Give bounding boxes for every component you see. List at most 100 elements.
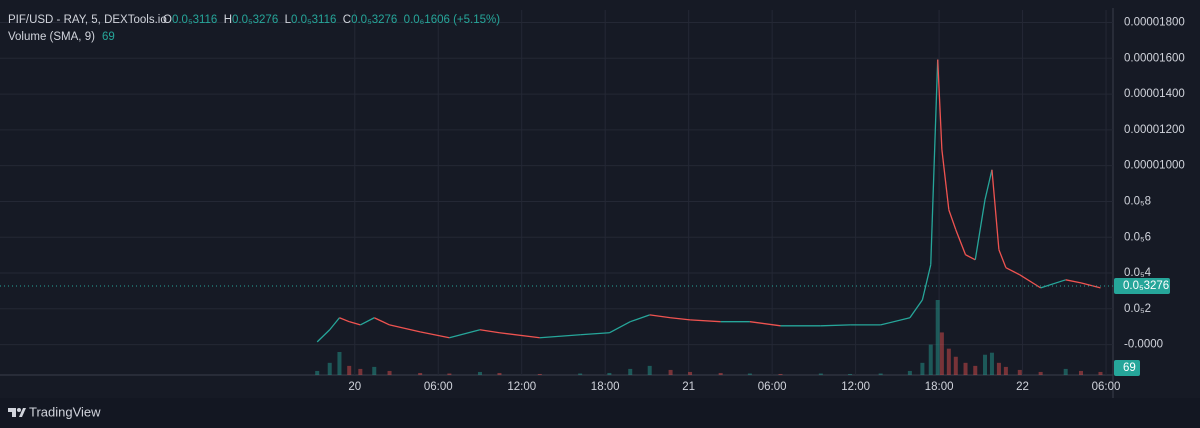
volume-bar [477, 371, 482, 375]
price-segment [820, 324, 851, 327]
volume-bar [315, 370, 320, 375]
price-segment [690, 319, 721, 323]
volume-bar [935, 300, 940, 375]
ohlc-key: C [343, 14, 351, 26]
volume-bar [607, 372, 612, 375]
volume-bar [497, 372, 502, 375]
price-segment [373, 317, 390, 326]
x-tick-label: 06:00 [1092, 381, 1121, 393]
y-tick-label: 0.00001600 [1124, 52, 1185, 64]
y-tick-label: 0.0₅2 [1124, 303, 1151, 315]
volume-bar [372, 366, 377, 375]
labels: O0.0₅3116 H0.0₅3276 L0.0₅3116 C0.0₅3276 … [163, 14, 1185, 393]
price-segment [948, 209, 957, 230]
volume-bar [1038, 371, 1043, 375]
volume-bar [907, 370, 912, 375]
x-tick-label: 06:00 [424, 381, 453, 393]
ohlc-value: 0.0₅3276 [232, 14, 278, 26]
volume-bar [989, 352, 994, 375]
volume-bar [578, 373, 583, 375]
y-tick-label: 0.0₅8 [1124, 195, 1151, 207]
x-tick-label: 18:00 [925, 381, 954, 393]
x-tick-label: 22 [1016, 381, 1029, 393]
y-tick-label: 0.00001200 [1124, 124, 1185, 136]
volume-bar [1098, 371, 1103, 375]
volume-bar [973, 365, 978, 375]
price-segment [479, 329, 500, 334]
volume-bar [1079, 370, 1084, 375]
volume-bar [628, 368, 633, 375]
tv-logo [8, 408, 26, 417]
volume-bar [939, 332, 944, 375]
volume-bar [920, 362, 925, 375]
ohlc-key: L [285, 14, 292, 26]
price-segment [360, 317, 375, 326]
price-segment [749, 321, 781, 327]
price-segment [389, 324, 421, 333]
y-tick-label: 0.0₅4 [1124, 267, 1152, 279]
price-line [0, 59, 1113, 343]
grid [0, 10, 1113, 375]
volume-bar [848, 373, 853, 375]
x-tick-label: 06:00 [758, 381, 787, 393]
price-segment [1019, 274, 1041, 289]
volume-bar [946, 348, 951, 375]
price-segment [316, 329, 331, 343]
volume-bar [1017, 369, 1022, 375]
price-segment [649, 314, 671, 319]
price-segment [880, 317, 911, 326]
price-segment [909, 299, 923, 319]
price-segment [339, 317, 350, 323]
price-segment [580, 332, 610, 336]
price-segment [349, 321, 361, 326]
ohlc-value: 0.0₅3276 [351, 14, 397, 26]
price-segment [1080, 282, 1101, 289]
volume-bar [668, 369, 673, 375]
volume-tag [1114, 360, 1140, 377]
footer-bar [0, 398, 1200, 428]
price-segment [499, 332, 540, 339]
volume-bar [347, 365, 352, 375]
price-segment [991, 169, 1000, 250]
price-segment [1065, 279, 1082, 284]
price-segment [965, 254, 976, 261]
volume-bar [928, 344, 933, 375]
volume-value: 69 [102, 31, 115, 43]
last-price-label: 0.0₅3276 [1123, 280, 1169, 292]
volume-bar [418, 372, 423, 375]
brand: TradingView [29, 404, 101, 419]
change: 0.0₆1606 (+5.15%) [404, 14, 501, 26]
ohlc-value: 0.0₅3116 [172, 14, 217, 26]
volume-bar [953, 356, 958, 375]
price-segment [449, 329, 481, 339]
y-tick-label: -0.0000 [1124, 339, 1163, 351]
volume-bar [688, 371, 693, 375]
last-price-tag [1114, 277, 1170, 294]
volume-bar [387, 370, 392, 375]
volume-bar [1063, 368, 1068, 375]
ohlc-key: H [224, 14, 232, 26]
volume-bar [537, 373, 542, 375]
ohlc-key: O [163, 14, 172, 26]
volume-bar [358, 368, 363, 375]
y-tick-label: 0.00001000 [1124, 160, 1185, 172]
price-segment [984, 169, 993, 200]
x-tick-label: 20 [348, 381, 361, 393]
price-segment [955, 229, 967, 256]
x-tick-label: 21 [682, 381, 695, 393]
volume [315, 300, 1103, 375]
x-tick-label: 12:00 [507, 381, 536, 393]
x-tick-label: 18:00 [591, 381, 620, 393]
volume-bar [647, 365, 652, 375]
price-segment [941, 149, 950, 210]
y-tick-label: 0.00001400 [1124, 88, 1185, 100]
volume-bar [878, 373, 883, 375]
y-tick-label: 0.0₅6 [1124, 231, 1151, 243]
volume-bar [963, 362, 968, 375]
volume-bar [983, 354, 988, 375]
price-segment [670, 317, 691, 321]
price-segment [630, 314, 650, 323]
volume-bar [818, 373, 823, 375]
volume-title: Volume (SMA, 9) [8, 31, 95, 43]
